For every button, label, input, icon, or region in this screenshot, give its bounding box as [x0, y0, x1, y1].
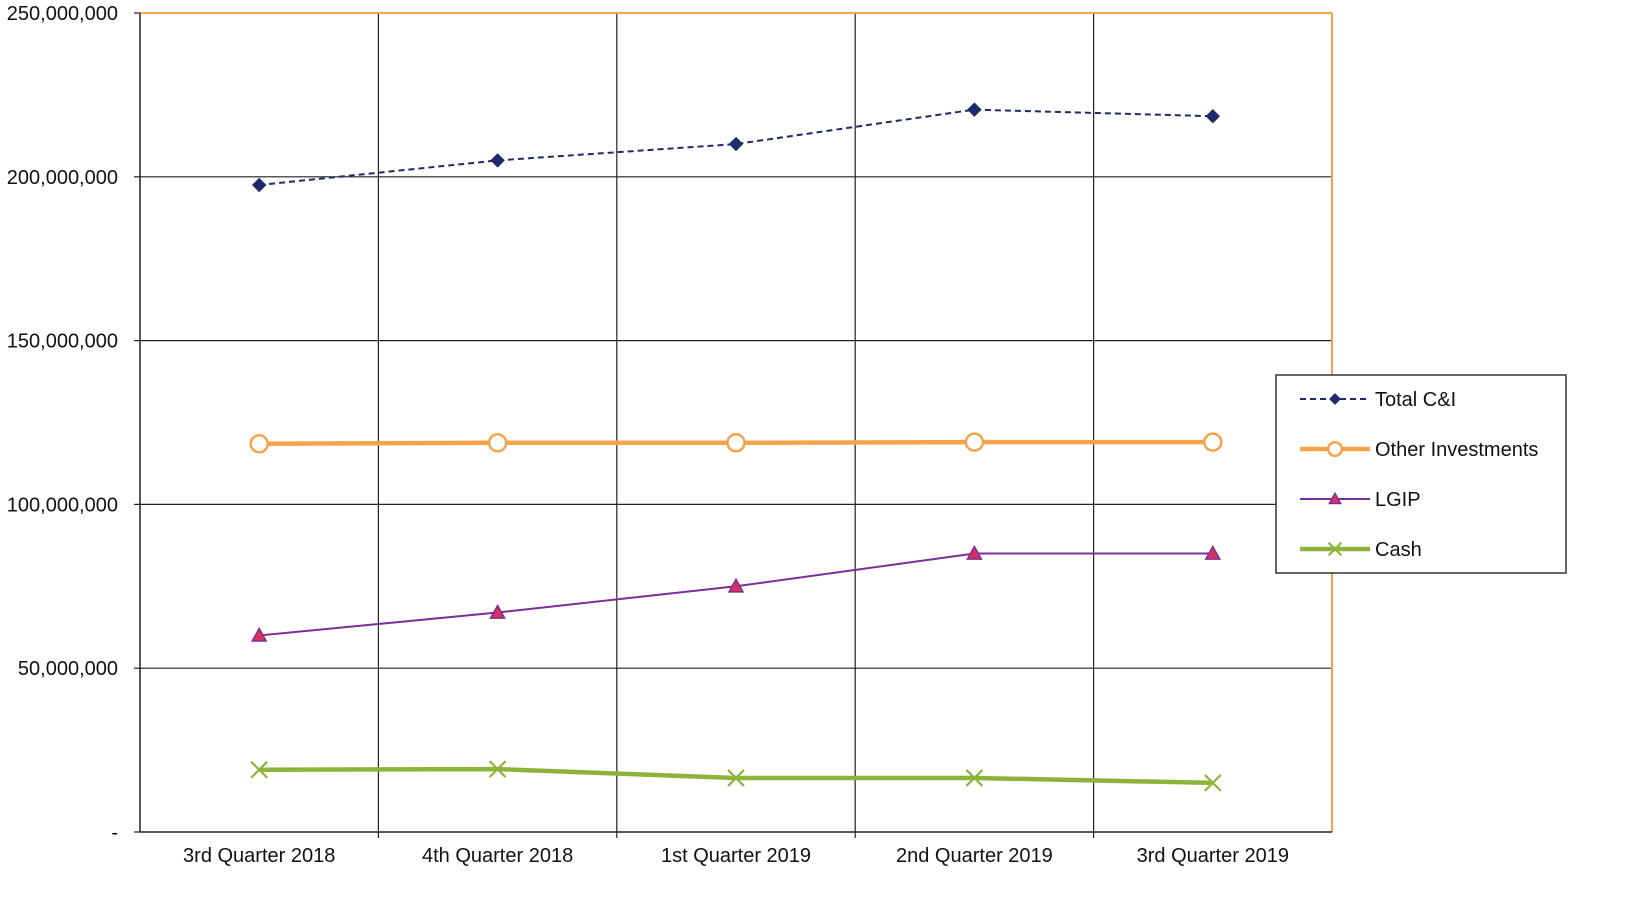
data-point	[1204, 544, 1222, 560]
data-point	[489, 603, 506, 619]
cross-stroke	[1327, 541, 1343, 557]
cross-stroke	[488, 760, 507, 778]
chart-grid	[134, 12, 1332, 838]
series-total-c-i	[251, 102, 1221, 193]
data-point	[728, 136, 744, 152]
legend-box	[1275, 374, 1567, 574]
y-tick-label: 50,000,000	[18, 658, 118, 680]
data-point	[1205, 108, 1221, 124]
legend-swatch-marker	[1329, 393, 1341, 405]
legend-label: Total C&I	[1375, 389, 1456, 411]
data-point	[488, 760, 507, 778]
series-lgip	[250, 544, 1222, 642]
data-point	[250, 626, 268, 642]
data-point	[1203, 432, 1223, 452]
series-other-investments	[249, 432, 1223, 454]
legend: Total C&I Other Investments LGIP Cash	[1275, 374, 1567, 574]
data-point	[490, 153, 505, 168]
legend-item: LGIP	[1300, 489, 1421, 511]
data-point	[487, 433, 508, 453]
x-axis-ticks: 3rd Quarter 2018 4th Quarter 2018 1st Quar…	[183, 845, 1289, 867]
series-cash	[250, 760, 1222, 792]
legend-item: Other Investments	[1300, 439, 1538, 461]
data-point	[964, 432, 985, 452]
data-point	[1204, 774, 1222, 792]
data-point	[727, 577, 745, 593]
data-point	[965, 769, 984, 787]
data-point	[966, 544, 983, 560]
y-axis-ticks: - 50,000,000 100,000,000 150,000,000 200,000…	[7, 3, 118, 844]
y-tick-label: 100,000,000	[7, 494, 118, 516]
legend-item: Total C&I	[1300, 389, 1456, 411]
plot-border	[139, 12, 1333, 833]
data-point	[727, 769, 745, 787]
cross-stroke	[727, 769, 745, 787]
cross-stroke	[1204, 774, 1222, 792]
x-tick-label: 1st Quarter 2019	[661, 845, 811, 867]
y-tick-label: 200,000,000	[7, 167, 118, 189]
data-point	[250, 760, 268, 779]
legend-item: Cash	[1300, 539, 1422, 561]
legend-swatch-marker	[1326, 440, 1344, 458]
x-tick-label: 4th Quarter 2018	[422, 845, 573, 867]
legend-swatch-marker	[1328, 491, 1342, 505]
data-point	[726, 433, 746, 453]
y-tick-label: 250,000,000	[7, 3, 118, 25]
legend-label: Other Investments	[1375, 439, 1538, 461]
series-line	[259, 552, 1213, 637]
cross-stroke	[250, 760, 268, 779]
data-point	[251, 177, 267, 193]
data-point	[967, 102, 982, 117]
series-line	[259, 766, 1213, 786]
y-tick-label: 150,000,000	[7, 331, 118, 353]
cross-stroke	[965, 769, 984, 787]
legend-swatch-marker	[1327, 541, 1343, 557]
data-point	[249, 434, 269, 454]
x-tick-label: 2nd Quarter 2019	[896, 845, 1053, 867]
legend-label: Cash	[1375, 539, 1422, 561]
x-tick-label: 3rd Quarter 2018	[183, 845, 335, 867]
x-tick-label: 3rd Quarter 2019	[1137, 845, 1289, 867]
legend-label: LGIP	[1375, 489, 1421, 511]
series-layer	[249, 102, 1223, 792]
y-tick-label: -	[111, 822, 118, 844]
